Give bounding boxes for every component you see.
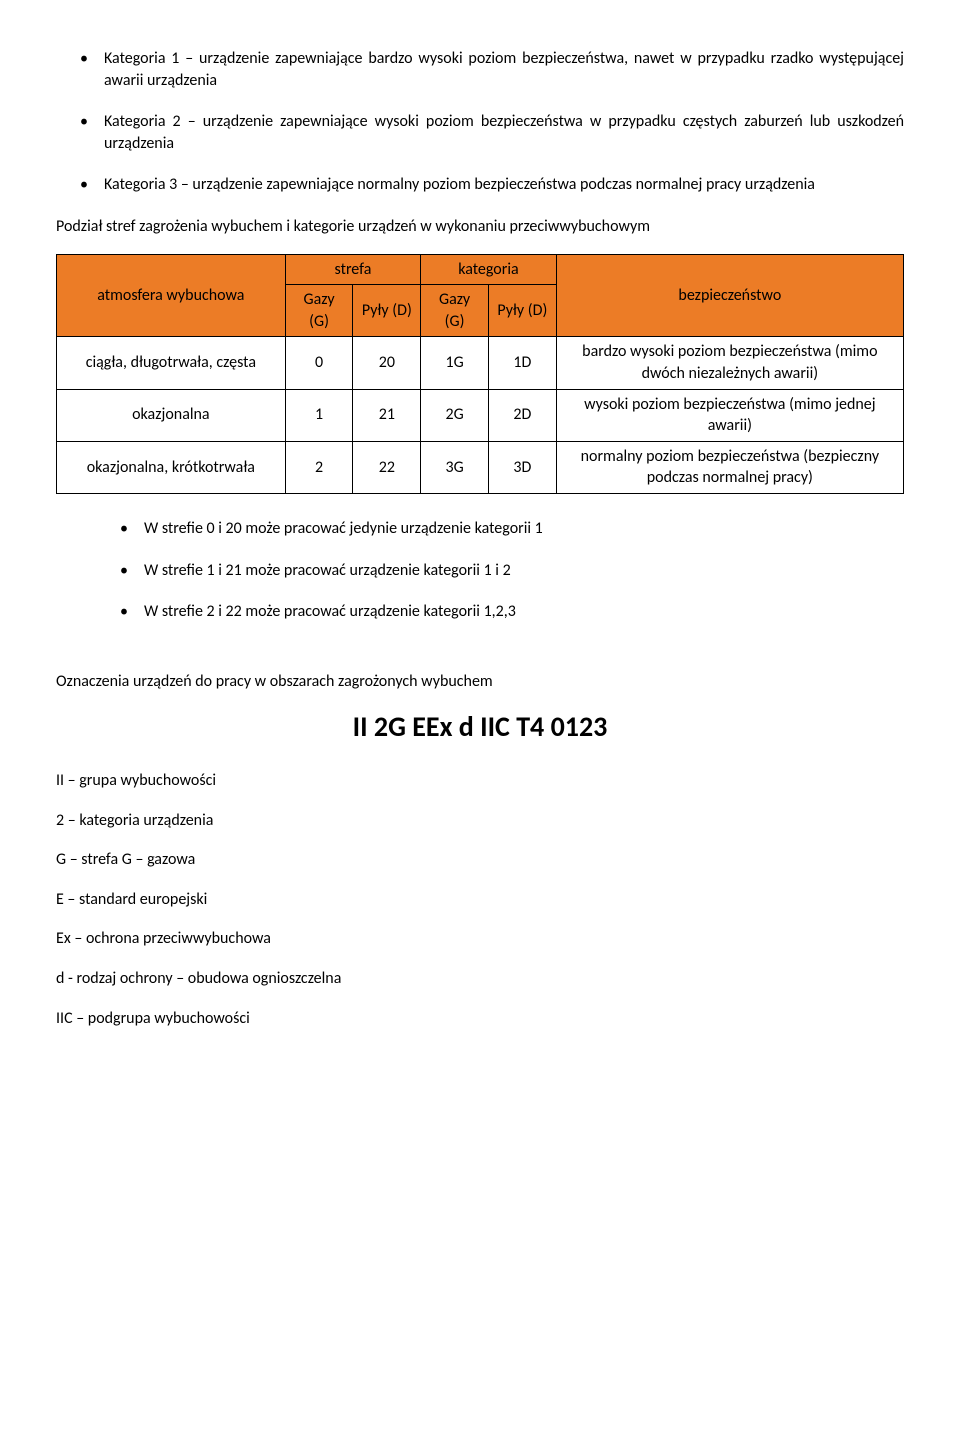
- cell-bezp: wysoki poziom bezpieczeństwa (mimo jedne…: [556, 389, 903, 441]
- definitions: II – grupa wybuchowości 2 – kategoria ur…: [56, 770, 904, 1029]
- definition-item: 2 – kategoria urządzenia: [56, 810, 904, 832]
- marking-code: II 2G EEx d IIC T4 0123: [56, 708, 904, 746]
- table-row: ciągła, długotrwała, częsta 0 20 1G 1D b…: [57, 337, 904, 389]
- cell-sg: 1: [285, 389, 353, 441]
- zone-rules-list: W strefie 0 i 20 może pracować jedynie u…: [56, 518, 904, 623]
- list-item: W strefie 2 i 22 może pracować urządzeni…: [120, 601, 904, 623]
- cell-atm: okazjonalna, krótkotrwała: [57, 441, 286, 493]
- cell-kd: 2D: [488, 389, 556, 441]
- cell-sg: 2: [285, 441, 353, 493]
- table-row: okazjonalna 1 21 2G 2D wysoki poziom bez…: [57, 389, 904, 441]
- cell-kd: 1D: [488, 337, 556, 389]
- cell-kd: 3D: [488, 441, 556, 493]
- col-strefa-pyly: Pyły (D): [353, 285, 421, 337]
- category-list: Kategoria 1 – urządzenie zapewniające ba…: [56, 48, 904, 196]
- col-kategoria-gazy: Gazy (G): [421, 285, 489, 337]
- zones-table: atmosfera wybuchowa strefa kategoria bez…: [56, 254, 904, 494]
- cell-kg: 2G: [421, 389, 489, 441]
- definition-item: IIC – podgrupa wybuchowości: [56, 1008, 904, 1030]
- cell-sg: 0: [285, 337, 353, 389]
- col-atmosfera: atmosfera wybuchowa: [57, 254, 286, 337]
- definition-item: II – grupa wybuchowości: [56, 770, 904, 792]
- table-row: okazjonalna, krótkotrwała 2 22 3G 3D nor…: [57, 441, 904, 493]
- marking-intro: Oznaczenia urządzeń do pracy w obszarach…: [56, 671, 904, 693]
- definition-item: G – strefa G – gazowa: [56, 849, 904, 871]
- table-intro: Podział stref zagrożenia wybuchem i kate…: [56, 216, 904, 238]
- list-item: Kategoria 3 – urządzenie zapewniające no…: [80, 174, 904, 196]
- list-item: W strefie 0 i 20 może pracować jedynie u…: [120, 518, 904, 540]
- cell-kg: 1G: [421, 337, 489, 389]
- cell-atm: ciągła, długotrwała, częsta: [57, 337, 286, 389]
- col-strefa-gazy: Gazy (G): [285, 285, 353, 337]
- cell-sd: 22: [353, 441, 421, 493]
- definition-item: E – standard europejski: [56, 889, 904, 911]
- cell-kg: 3G: [421, 441, 489, 493]
- cell-bezp: bardzo wysoki poziom bezpieczeństwa (mim…: [556, 337, 903, 389]
- definition-item: d - rodzaj ochrony – obudowa ognioszczel…: [56, 968, 904, 990]
- col-bezpieczenstwo: bezpieczeństwo: [556, 254, 903, 337]
- cell-sd: 20: [353, 337, 421, 389]
- cell-sd: 21: [353, 389, 421, 441]
- list-item: Kategoria 1 – urządzenie zapewniające ba…: [80, 48, 904, 91]
- col-kategoria-pyly: Pyły (D): [488, 285, 556, 337]
- cell-bezp: normalny poziom bezpieczeństwa (bezpiecz…: [556, 441, 903, 493]
- list-item: W strefie 1 i 21 może pracować urządzeni…: [120, 560, 904, 582]
- definition-item: Ex – ochrona przeciwwybuchowa: [56, 928, 904, 950]
- list-item: Kategoria 2 – urządzenie zapewniające wy…: [80, 111, 904, 154]
- col-strefa: strefa: [285, 254, 421, 285]
- col-kategoria: kategoria: [421, 254, 557, 285]
- cell-atm: okazjonalna: [57, 389, 286, 441]
